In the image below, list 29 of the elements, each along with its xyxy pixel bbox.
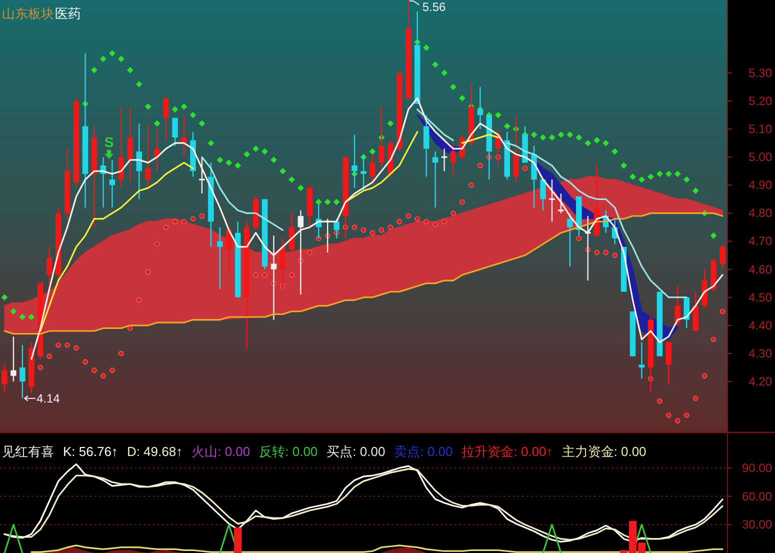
- legend-item: 卖点: 0.00: [394, 444, 453, 459]
- tick-label: 5.30: [748, 66, 772, 80]
- annotation: 4.14: [36, 391, 60, 406]
- title: 见红有喜: [2, 444, 54, 459]
- tick-label: 4.20: [748, 374, 772, 388]
- tick-label: 4.50: [748, 290, 772, 304]
- annotation: S: [104, 134, 114, 150]
- tick-label: 4.70: [748, 234, 772, 248]
- legend-item: 拉升资金: 0.00↑: [462, 444, 553, 459]
- legend-item: 主力资金: 0.00: [562, 444, 646, 459]
- tick-label: 4.30: [748, 346, 772, 360]
- subtitle: 医药: [55, 6, 81, 21]
- legend-item: 反转: 0.00: [259, 444, 318, 459]
- title: 山东板块: [2, 6, 54, 21]
- tick-label: 5.10: [748, 122, 772, 136]
- tick-label: 4.40: [748, 318, 772, 332]
- legend-item: 买点: 0.00: [326, 444, 386, 459]
- tick-label: 4.80: [748, 206, 772, 220]
- tick-label: 4.60: [748, 262, 772, 276]
- tick-label: 90.00: [742, 460, 772, 475]
- legend-item: K: 56.76↑: [63, 444, 118, 459]
- tick-label: 5.00: [748, 150, 772, 164]
- tick-label: 60.00: [742, 489, 772, 504]
- annotation: 5.56: [422, 0, 446, 14]
- tick-label: 30.00: [742, 518, 772, 532]
- legend-item: D: 49.68↑: [126, 444, 183, 459]
- tick-label: 5.20: [748, 94, 772, 108]
- legend-item: 火山: 0.00: [192, 444, 250, 459]
- tick-label: 4.90: [748, 178, 772, 192]
